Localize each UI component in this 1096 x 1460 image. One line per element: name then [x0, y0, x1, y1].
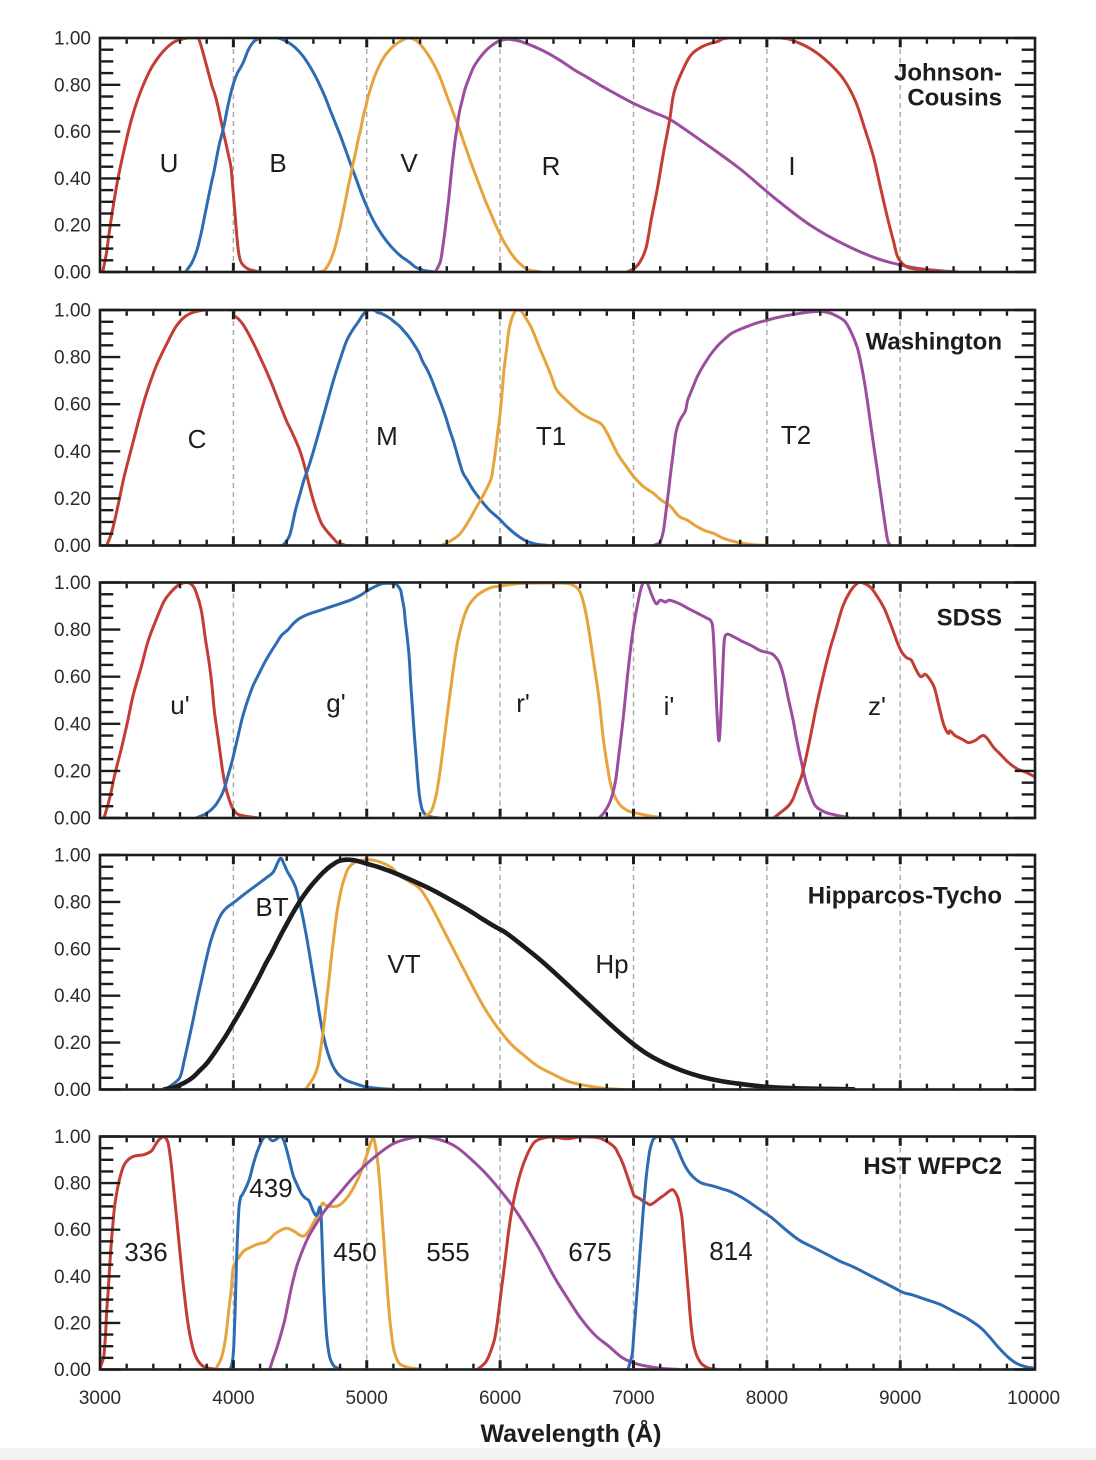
svg-text:3000: 3000 [79, 1388, 121, 1409]
svg-text:0.00: 0.00 [54, 809, 91, 830]
svg-text:0.20: 0.20 [54, 1313, 91, 1334]
svg-text:0.20: 0.20 [54, 489, 91, 510]
svg-text:1.00: 1.00 [54, 846, 91, 867]
svg-text:0.80: 0.80 [54, 1174, 91, 1195]
svg-text:u': u' [170, 690, 189, 720]
svg-text:Washington: Washington [866, 329, 1002, 356]
svg-text:0.00: 0.00 [54, 536, 91, 557]
svg-text:450: 450 [333, 1237, 376, 1267]
svg-text:Cousins: Cousins [907, 85, 1002, 112]
svg-text:1.00: 1.00 [54, 573, 91, 594]
svg-text:Hp: Hp [595, 949, 628, 979]
svg-text:T2: T2 [781, 420, 811, 450]
svg-text:Hipparcos-Tycho: Hipparcos-Tycho [808, 883, 1002, 910]
svg-text:g': g' [326, 688, 345, 718]
svg-text:0.00: 0.00 [54, 1360, 91, 1381]
svg-text:z': z' [868, 691, 886, 721]
svg-text:0.60: 0.60 [54, 939, 91, 960]
svg-text:0.20: 0.20 [54, 216, 91, 237]
svg-text:1.00: 1.00 [54, 1127, 91, 1148]
svg-text:0.60: 0.60 [54, 122, 91, 143]
svg-text:336: 336 [124, 1237, 167, 1267]
svg-text:8000: 8000 [746, 1388, 788, 1409]
svg-text:0.60: 0.60 [54, 395, 91, 416]
svg-text:U: U [160, 148, 179, 178]
svg-text:6000: 6000 [479, 1388, 521, 1409]
svg-text:0.80: 0.80 [54, 620, 91, 641]
svg-text:0.00: 0.00 [54, 1080, 91, 1101]
svg-text:0.40: 0.40 [54, 1267, 91, 1288]
svg-text:SDSS: SDSS [937, 605, 1002, 632]
svg-text:i': i' [664, 691, 675, 721]
svg-text:0.80: 0.80 [54, 348, 91, 369]
svg-text:675: 675 [568, 1237, 611, 1267]
svg-text:0.40: 0.40 [54, 169, 91, 190]
svg-text:BT: BT [255, 892, 288, 922]
svg-text:1.00: 1.00 [54, 301, 91, 322]
svg-text:I: I [788, 151, 795, 181]
svg-text:0.60: 0.60 [54, 667, 91, 688]
svg-text:r': r' [516, 688, 530, 718]
svg-text:4000: 4000 [212, 1388, 254, 1409]
svg-text:0.80: 0.80 [54, 892, 91, 913]
svg-text:0.60: 0.60 [54, 1220, 91, 1241]
svg-text:814: 814 [709, 1236, 752, 1266]
svg-text:7000: 7000 [612, 1388, 654, 1409]
svg-text:10000: 10000 [1007, 1388, 1060, 1409]
svg-text:5000: 5000 [346, 1388, 388, 1409]
svg-text:0.00: 0.00 [54, 263, 91, 284]
svg-text:1.00: 1.00 [54, 29, 91, 50]
svg-text:T1: T1 [536, 421, 566, 451]
svg-text:0.20: 0.20 [54, 761, 91, 782]
svg-text:0.40: 0.40 [54, 442, 91, 463]
svg-text:C: C [188, 424, 207, 454]
svg-text:0.80: 0.80 [54, 75, 91, 96]
svg-text:Johnson-: Johnson- [894, 60, 1002, 87]
svg-text:9000: 9000 [879, 1388, 921, 1409]
svg-text:R: R [542, 151, 561, 181]
svg-text:Wavelength (Å): Wavelength (Å) [480, 1419, 661, 1448]
svg-text:V: V [400, 148, 418, 178]
svg-text:0.20: 0.20 [54, 1033, 91, 1054]
svg-text:B: B [269, 148, 286, 178]
svg-text:HST WFPC2: HST WFPC2 [863, 1153, 1002, 1180]
svg-text:555: 555 [426, 1237, 469, 1267]
svg-text:439: 439 [249, 1173, 292, 1203]
svg-text:0.40: 0.40 [54, 986, 91, 1007]
svg-text:VT: VT [387, 949, 420, 979]
svg-text:M: M [376, 421, 398, 451]
svg-text:0.40: 0.40 [54, 714, 91, 735]
